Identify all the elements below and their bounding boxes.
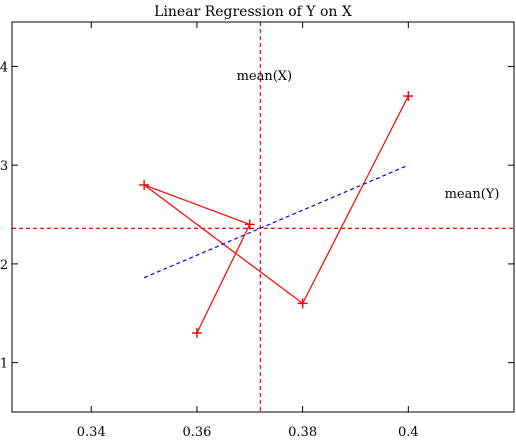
plot-area [12,22,514,412]
data-point-marker [191,328,202,339]
data-point-marker [244,219,255,230]
mean-y-label: mean(Y) [445,187,500,202]
y-tick-label: 3 [0,159,8,174]
mean-x-label: mean(X) [237,69,293,84]
y-tick-label: 2 [0,258,8,273]
x-tick-label: 0.36 [182,425,211,440]
x-tick-label: 0.34 [77,425,106,440]
data-point-marker [403,91,414,102]
x-tick-label: 0.38 [288,425,317,440]
data-point-marker [139,179,150,190]
data-line [143,95,409,334]
x-tick-label: 0.4 [398,425,419,440]
y-tick-label: 4 [0,60,8,75]
regression-line [143,164,409,279]
chart-title: Linear Regression of Y on X [154,4,352,20]
data-point-marker [297,298,308,309]
y-tick-label: 1 [0,357,8,372]
plot-frame [11,21,515,413]
